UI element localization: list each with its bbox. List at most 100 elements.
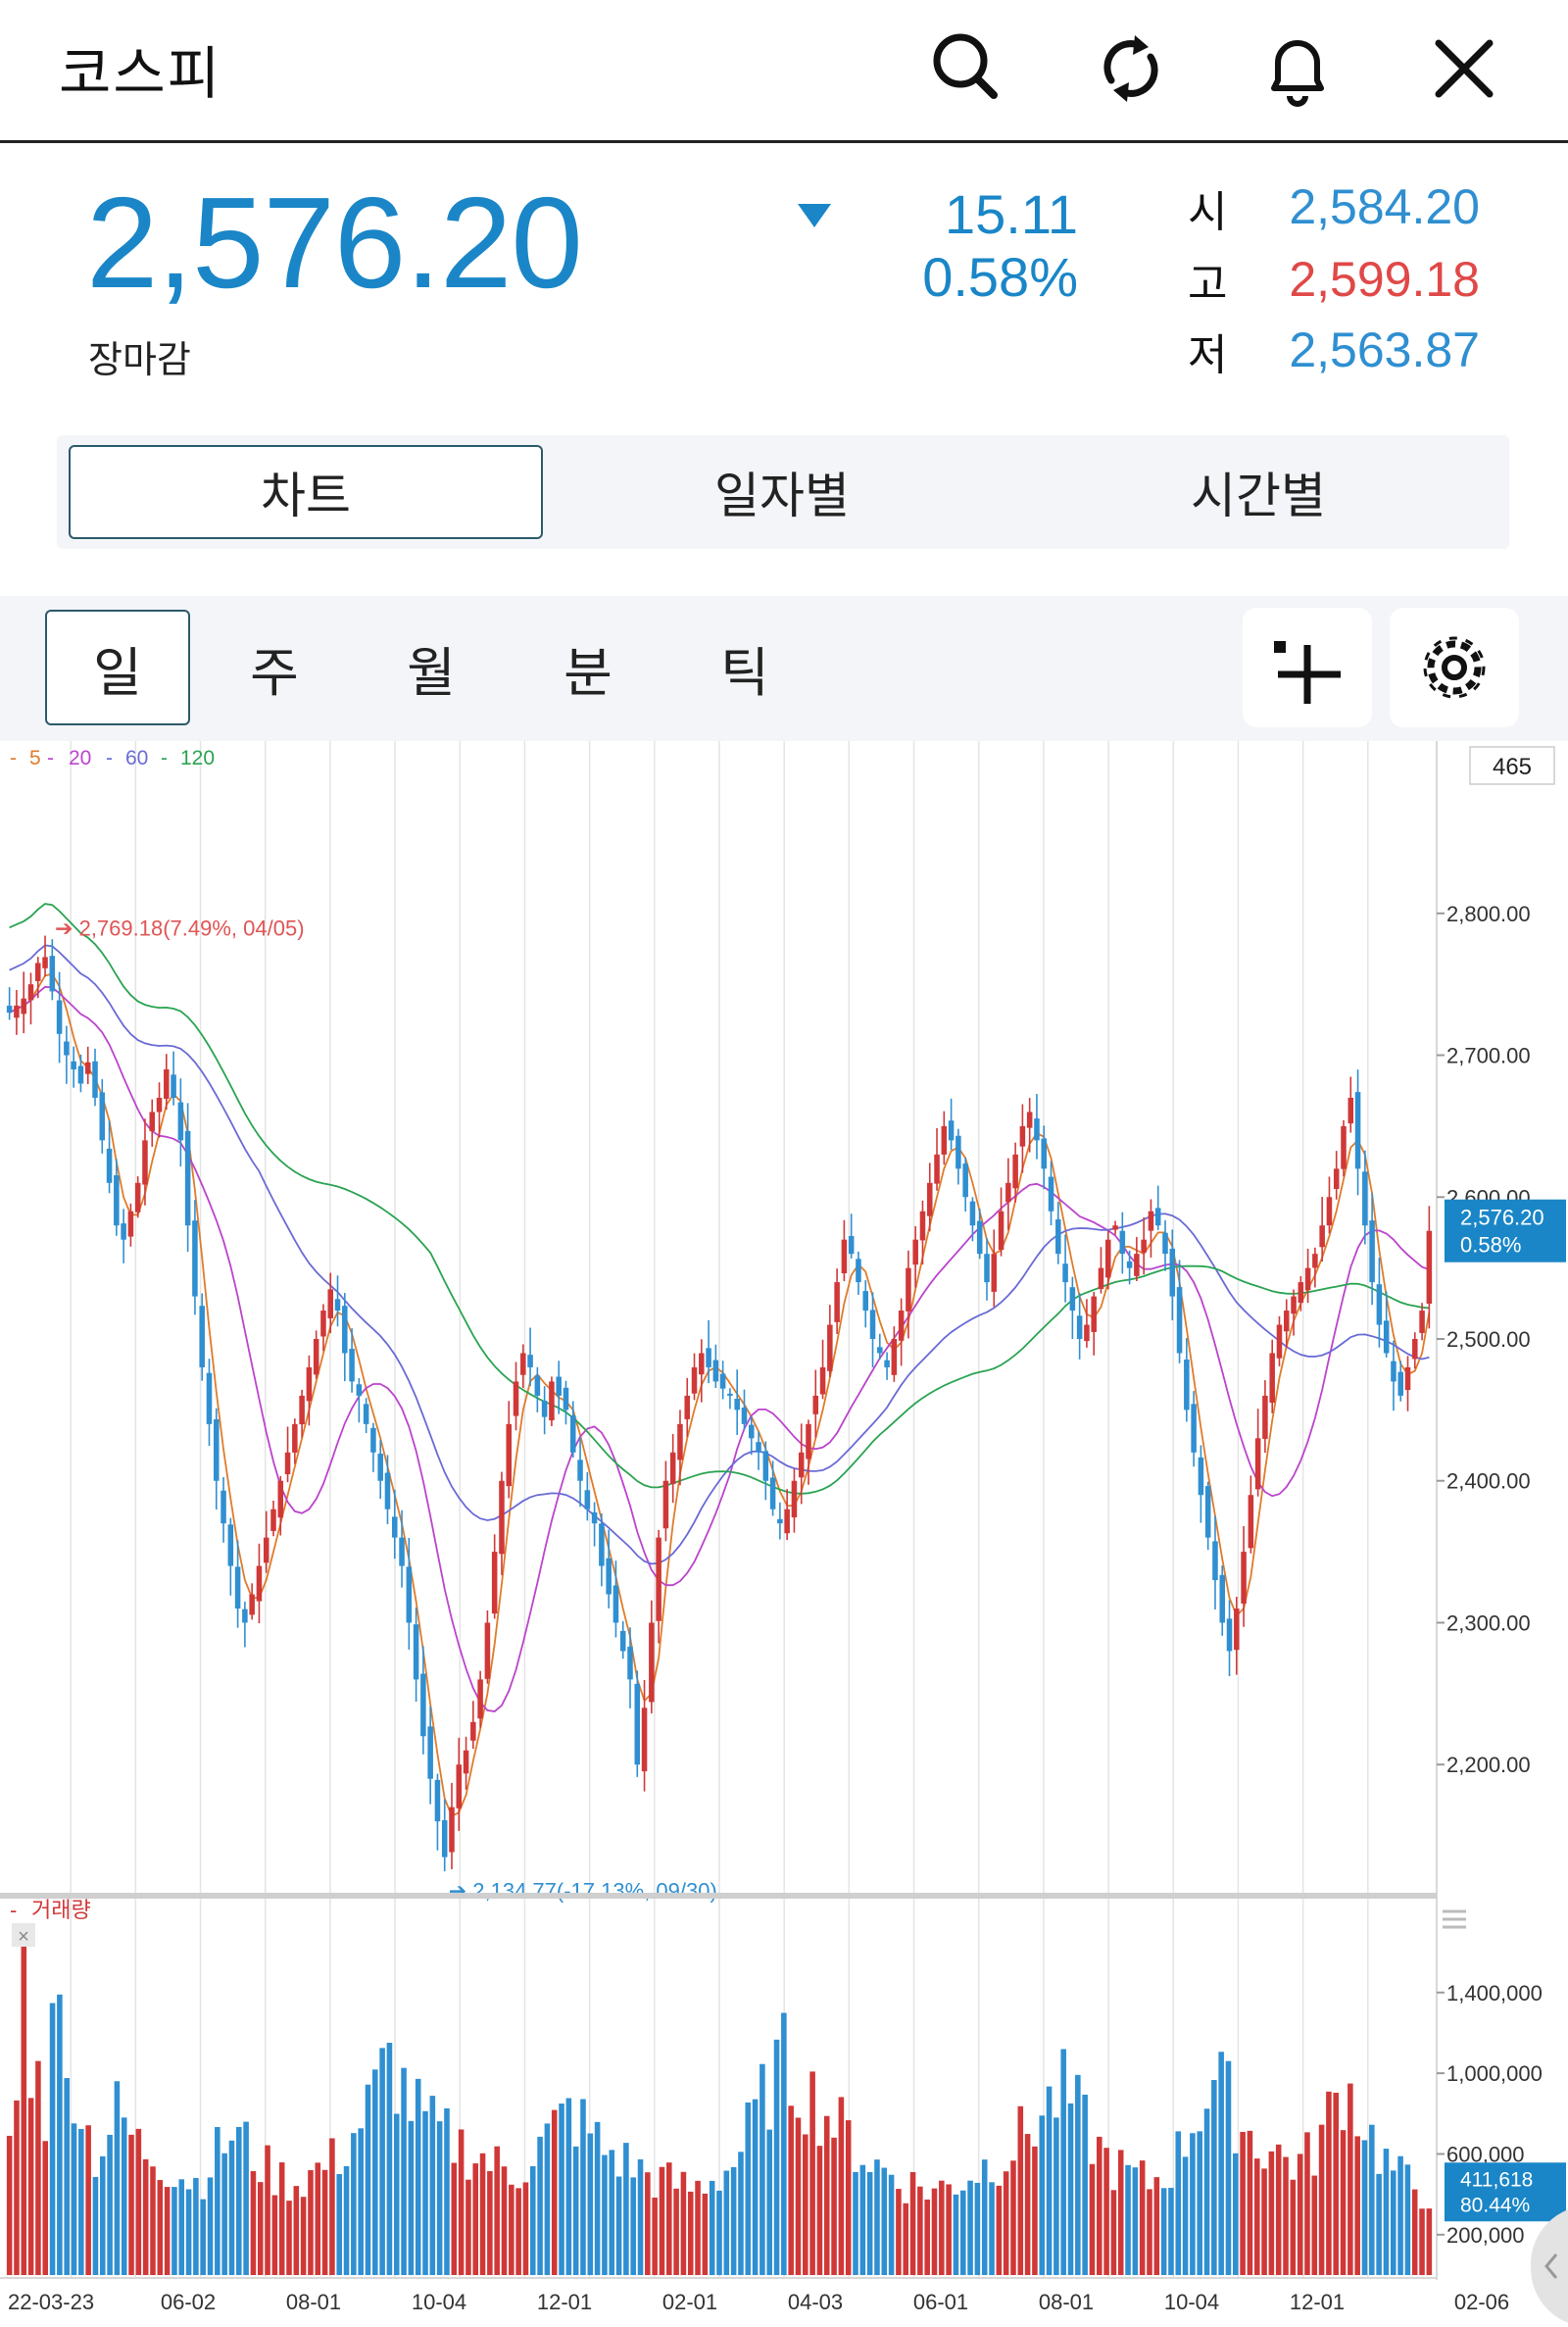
tab-hourly[interactable]: 시간별 [1191, 468, 1326, 524]
volume-bar [594, 2121, 601, 2275]
candle [6, 1006, 13, 1014]
candle [413, 1624, 419, 1680]
period-tab-week[interactable]: 주 [250, 641, 299, 704]
bell-icon[interactable] [1249, 20, 1347, 118]
candle [242, 1609, 248, 1623]
svg-text:-: - [10, 1898, 17, 1922]
candle [334, 1299, 341, 1312]
volume-bar [257, 2182, 264, 2275]
period-tab-day[interactable]: 일 [45, 610, 190, 725]
candle [1412, 1339, 1418, 1360]
volume-bar [996, 2185, 1003, 2275]
period-tab-minute[interactable]: 분 [564, 641, 612, 704]
close-icon: × [18, 1926, 29, 1948]
chart-svg[interactable]: 2,800.002,700.002,600.002,500.002,400.00… [0, 741, 1568, 2327]
volume-bar [1348, 2083, 1353, 2275]
period-tab-tick[interactable]: 틱 [720, 641, 769, 704]
volume-bar [78, 2128, 84, 2275]
candle [1333, 1168, 1340, 1189]
volume-bar [365, 2084, 371, 2275]
volume-y-tick-label: 200,000 [1446, 2223, 1525, 2248]
close-icon[interactable] [1415, 20, 1513, 118]
volume-bar [221, 2153, 227, 2275]
candle [484, 1622, 491, 1679]
candle [1341, 1125, 1347, 1169]
candle [513, 1381, 519, 1416]
volume-bar [379, 2048, 385, 2275]
candle [641, 1708, 648, 1772]
volume-bar [1333, 2093, 1340, 2275]
volume-bar [509, 2184, 514, 2275]
candle [1012, 1154, 1018, 1189]
candle [520, 1353, 526, 1375]
candle [206, 1372, 213, 1424]
volume-bar [372, 2069, 378, 2275]
candle [612, 1585, 619, 1623]
candle [1234, 1609, 1240, 1651]
candle [741, 1408, 748, 1424]
candle [342, 1306, 348, 1354]
candle [527, 1355, 533, 1367]
volume-bar [1089, 2163, 1096, 2275]
candle [798, 1452, 805, 1478]
volume-bar [695, 2180, 701, 2275]
volume-bar [286, 2201, 292, 2275]
candle [391, 1516, 398, 1538]
candle [56, 1000, 63, 1034]
candle [1262, 1395, 1268, 1439]
volume-current-pct: 80.44% [1460, 2194, 1530, 2216]
candle [199, 1306, 205, 1367]
crosshair-icon[interactable] [1243, 608, 1372, 727]
volume-bar [265, 2145, 270, 2275]
volume-bar [874, 2159, 880, 2275]
pane-resize-handle[interactable] [1443, 1909, 1466, 1929]
volume-bar [795, 2117, 802, 2275]
volume-bar [1103, 2148, 1109, 2275]
ma60-line [9, 944, 1430, 1565]
candle [556, 1376, 562, 1396]
candle [1376, 1284, 1383, 1325]
volume-bar [121, 2117, 127, 2275]
volume-bar [107, 2134, 113, 2275]
volume-bar [522, 2182, 529, 2275]
ma5-legend: 5 [29, 747, 41, 769]
candle [99, 1092, 106, 1141]
candle [1404, 1366, 1411, 1391]
volume-bar [1132, 2167, 1139, 2275]
candle [441, 1819, 448, 1857]
settings-icon[interactable] [1390, 608, 1519, 727]
side-panel-handle[interactable] [1531, 2205, 1568, 2327]
volume-bar [1139, 2160, 1146, 2275]
volume-bar [351, 2133, 357, 2275]
tab-daily[interactable]: 일자별 [714, 468, 850, 524]
candle [1055, 1219, 1061, 1255]
volume-bar [35, 2060, 41, 2275]
volume-bar [745, 2102, 752, 2275]
price-chart-area[interactable]: 2,800.00 2,700.00 2,600.00 2,500.00 2,400.00… [0, 741, 1568, 2327]
candle [1112, 1225, 1118, 1230]
volume-bar [57, 1994, 63, 2275]
candle [1076, 1315, 1083, 1339]
candle [1283, 1311, 1290, 1332]
volume-bar [1268, 2151, 1275, 2275]
candle [284, 1452, 291, 1475]
period-tab-month[interactable]: 월 [407, 641, 456, 704]
search-icon[interactable] [915, 20, 1013, 118]
candle [549, 1381, 555, 1421]
candle [1226, 1618, 1233, 1652]
volume-bar [200, 2199, 206, 2275]
volume-bar [1190, 2133, 1196, 2275]
tab-chart[interactable]: 차트 [69, 445, 543, 539]
volume-bar [1290, 2179, 1297, 2275]
change-value: 15.11 [945, 183, 1078, 245]
refresh-icon[interactable] [1082, 20, 1180, 118]
volume-close-button[interactable] [12, 1923, 35, 1947]
volume-bar [128, 2134, 134, 2275]
low-value: 2,563.87 [1289, 322, 1480, 377]
volume-bar [803, 2134, 808, 2275]
volume-bar [1110, 2190, 1117, 2275]
candle [149, 1112, 156, 1132]
volume-bar [602, 2154, 608, 2275]
volume-bar [529, 2166, 536, 2275]
candle [748, 1424, 755, 1439]
